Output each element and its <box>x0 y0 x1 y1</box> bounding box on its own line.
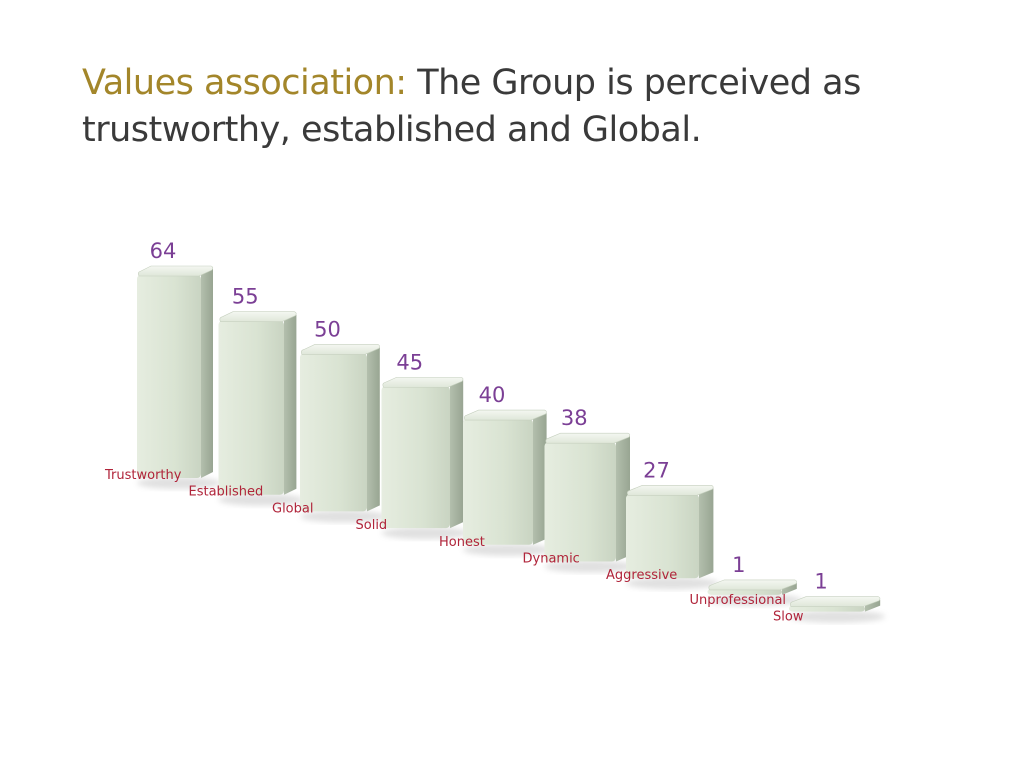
category-label-honest: Honest <box>439 535 485 550</box>
category-label-unprofessional: Unprofessional <box>690 593 787 608</box>
bar-aggressive <box>626 484 719 590</box>
category-label-trustworthy: Trustworthy <box>104 468 182 483</box>
bar-front-face <box>137 275 201 478</box>
bar-top-face <box>545 432 631 444</box>
bar-side-face <box>201 269 213 478</box>
bar-slow <box>789 596 885 623</box>
bar-solid <box>381 376 470 540</box>
bar-side-face <box>450 380 464 529</box>
category-label-aggressive: Aggressive <box>606 568 677 583</box>
bar-shadow <box>300 510 387 523</box>
bar-top-face <box>790 596 881 607</box>
value-label-slow: 1 <box>814 570 827 594</box>
bar-side-face <box>782 582 797 595</box>
bar-side-face <box>367 347 380 512</box>
bar-side-face <box>865 599 881 612</box>
value-label-trustworthy: 64 <box>150 239 177 263</box>
category-label-slow: Slow <box>773 610 804 625</box>
bar-shadow <box>544 560 636 573</box>
bar-top-face <box>301 344 380 355</box>
value-label-global: 50 <box>314 317 341 341</box>
category-label-dynamic: Dynamic <box>523 552 580 567</box>
bar-global <box>300 344 387 523</box>
value-label-dynamic: 38 <box>561 406 588 430</box>
bar-side-face <box>533 413 547 545</box>
category-label-established: Established <box>189 485 264 500</box>
bar-shadow <box>381 527 470 540</box>
bar-top-face <box>382 376 464 388</box>
bar-top-face <box>708 579 797 591</box>
bar-front-face <box>626 494 699 579</box>
bar-top-face <box>138 265 214 277</box>
bar-front-face <box>544 442 616 562</box>
bar-shadow <box>137 477 221 489</box>
bar-top-face <box>464 409 547 421</box>
bar-front-face <box>381 386 450 529</box>
bar-side-face <box>284 314 297 495</box>
value-label-aggressive: 27 <box>643 458 670 482</box>
bar-shadow <box>463 543 553 556</box>
value-label-solid: 45 <box>396 350 423 374</box>
title-rest: The Group is perceived as trustworthy, e… <box>82 63 861 150</box>
bar-shadow <box>218 493 304 506</box>
bar-trustworthy <box>137 265 221 489</box>
title-lead: Values association: <box>82 63 407 103</box>
value-label-honest: 40 <box>479 383 506 407</box>
bar-top-face <box>219 311 297 322</box>
slide-title: Values association: The Group is perceiv… <box>82 60 942 154</box>
bar-front-face <box>218 320 284 495</box>
bar-front-face <box>789 605 865 612</box>
bar-shadow <box>626 577 719 590</box>
bar-front-face <box>463 419 533 545</box>
bar-established <box>218 311 304 506</box>
bar-front-face <box>300 353 367 512</box>
bar-side-face <box>699 488 714 579</box>
bar-shadow <box>789 610 885 623</box>
bar-unprofessional <box>707 579 802 606</box>
value-label-unprofessional: 1 <box>732 553 745 577</box>
bar-honest <box>463 409 553 556</box>
bar-top-face <box>627 484 714 496</box>
category-label-solid: Solid <box>356 518 388 533</box>
bar-front-face <box>707 588 782 595</box>
bar-shadow <box>707 593 802 606</box>
value-label-established: 55 <box>232 285 259 309</box>
category-label-global: Global <box>272 501 313 516</box>
